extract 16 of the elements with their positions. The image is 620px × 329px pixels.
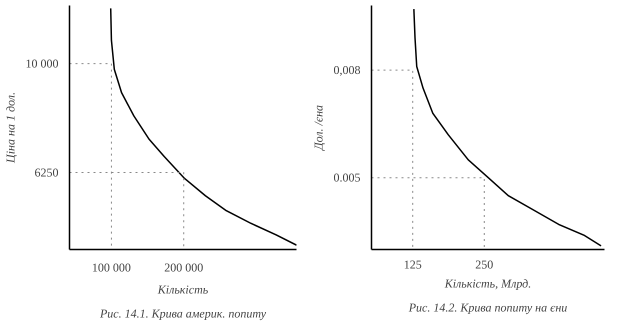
text: Рис. 14.1. Крива америк. попиту xyxy=(98,306,267,320)
y-tick-label: 10 000 xyxy=(26,56,58,71)
x-axis-title: Кількість, Млрд. xyxy=(444,276,532,290)
text: Рис. 14.2. Крива попиту на єни xyxy=(408,300,568,314)
x-tick-label: 125 xyxy=(404,258,422,272)
line-series xyxy=(110,8,296,246)
x-tick-label: 250 xyxy=(475,258,494,272)
y-tick-label: 0.005 xyxy=(334,170,360,185)
y-axis-title: Дол. /єна xyxy=(312,104,326,152)
y-tick-label: 0,008 xyxy=(334,63,360,78)
y-axis-title: Ціна на 1 дол. xyxy=(4,92,18,164)
x-tick-label: 100 000 xyxy=(92,260,131,274)
x-axis-title: Кількість xyxy=(156,282,209,296)
y-tick-label: 6250 xyxy=(34,166,58,180)
line-series xyxy=(413,8,602,247)
x-tick-label: 200 000 xyxy=(164,260,204,274)
